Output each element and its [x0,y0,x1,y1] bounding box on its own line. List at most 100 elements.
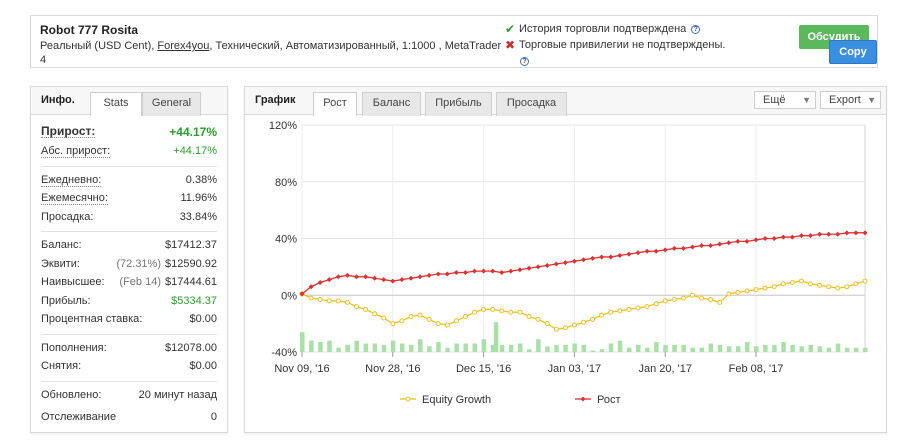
data-point [826,231,832,237]
data-point [817,231,823,237]
broker-link[interactable]: Forex4you [157,40,210,52]
data-point [508,268,514,274]
copy-button[interactable]: Copy [829,40,877,64]
more-label: Ещё [763,94,786,106]
data-point [571,322,577,328]
data-point [835,285,841,291]
volume-bar [408,344,414,352]
data-point [862,230,868,236]
abs-gain-row: Абс. прирост: +44.17% [41,143,217,162]
x-tick-label: Jan 20, '17 [638,363,691,375]
data-point [381,277,387,283]
interest-value: $0.00 [189,313,217,325]
data-point [372,311,378,317]
data-point [408,275,414,281]
system-title: Robot 777 Rosita [40,23,139,37]
export-dropdown[interactable]: Export ▼ [820,91,881,109]
data-point [653,248,659,254]
profit-row: Прибыль: $5334.37 [41,293,217,312]
help-icon[interactable]: ? [520,56,529,66]
volume-bar [626,347,632,352]
data-point [344,272,350,278]
tab-drawdown[interactable]: Просадка [496,92,567,116]
gain-value: +44.17% [169,125,217,139]
volume-bar [472,343,478,352]
volume-bar [808,344,814,352]
data-point [608,309,614,315]
updated-value: 20 минут назад [138,388,217,401]
account-details: , Технический, Автоматизированный, 1:100… [40,40,502,66]
data-point [381,315,387,321]
account-description: Реальный (USD Cent), Forex4you, Техничес… [40,39,502,67]
export-label: Export [829,94,861,106]
tab-growth[interactable]: Рост [313,92,357,116]
data-point [472,309,478,315]
data-point [644,304,650,310]
cross-icon: ✖ [504,38,516,52]
info-panel: Инфо. Stats General Прирост: +44.17% Абс… [30,86,228,433]
data-point [762,285,768,291]
data-point [335,274,341,280]
volume-bar [599,349,605,352]
tab-stats[interactable]: Stats [90,92,142,116]
tab-balance[interactable]: Баланс [362,92,421,116]
highest-value-group: (Feb 14) $17444.61 [119,276,217,288]
data-point [726,291,732,297]
data-point [299,291,305,297]
data-point [735,289,741,295]
volume-bar [454,343,459,352]
equity-row: Эквити: (72.31%) $12590.92 [41,256,217,275]
data-point [699,243,705,249]
data-point [353,274,359,280]
x-tick-label: Nov 09, '16 [274,363,329,375]
volume-bar [863,347,868,352]
divider [41,165,217,167]
help-icon[interactable]: ? [691,24,701,34]
data-point [308,295,314,301]
data-point [544,262,550,268]
volume-bar [781,342,786,352]
more-dropdown[interactable]: Ещё ▼ [754,91,816,109]
volume-bar [399,343,405,352]
data-point [798,233,804,239]
data-point [426,316,432,322]
y-tick-label: 40% [275,234,297,246]
tab-profit[interactable]: Прибыль [425,92,492,116]
volume-bar [427,346,432,352]
volume-bar [735,346,741,352]
volume-bar [345,344,350,352]
data-point [535,264,541,270]
x-tick-label: Feb 08, '17 [729,363,784,375]
data-point [363,306,369,312]
data-point [408,314,414,320]
data-point [317,297,323,303]
data-point [581,319,586,325]
balance-row: Баланс: $17412.37 [41,237,217,256]
data-point [771,284,777,290]
volume-bar [327,340,332,352]
data-point [626,251,632,257]
data-point [544,321,550,327]
data-point [662,247,668,253]
privileges-unverified-text: Торговые привилегии не подтверждены. [519,39,726,51]
data-point [717,299,723,305]
volume-bar [300,332,305,352]
data-point [553,261,559,267]
data-point [835,231,841,237]
info-panel-title: Инфо. [41,94,75,106]
checkmark-icon: ✔ [504,22,516,36]
monthly-row: Ежемесячно: 11.96% [41,190,217,209]
divider [41,380,217,382]
volume-bar [772,344,777,352]
data-point [308,284,314,290]
y-tick-label: 80% [275,177,297,189]
gain-label: Прирост: [41,124,96,138]
tab-general[interactable]: General [142,92,201,116]
data-point [562,325,568,331]
data-point [699,295,705,301]
x-tick-label: Jan 03, '17 [548,363,601,375]
data-point [680,295,686,301]
volume-bar [763,344,768,352]
volume-bar [708,343,714,352]
equity-value: $12590.92 [165,257,217,270]
